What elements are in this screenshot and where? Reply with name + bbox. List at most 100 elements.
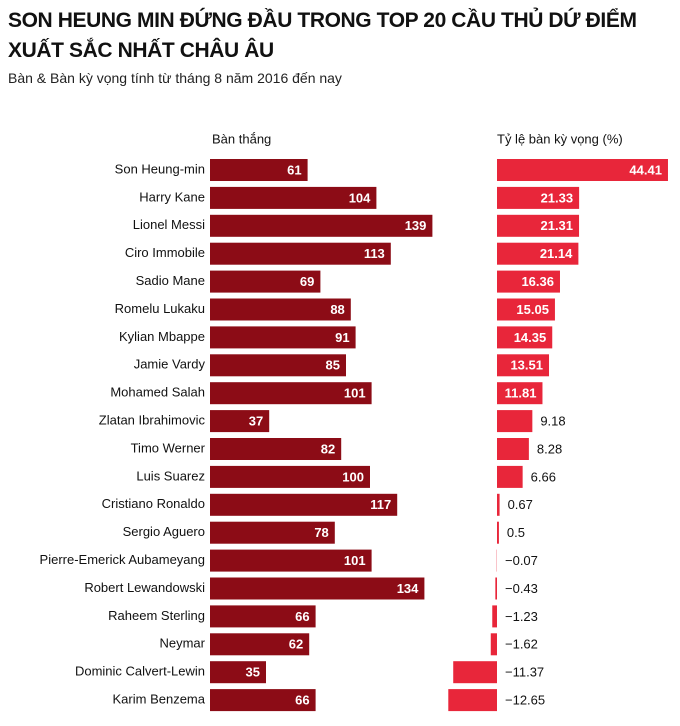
category-label: Pierre-Emerick Aubameyang xyxy=(40,552,205,567)
value-label: 66 xyxy=(295,693,309,708)
category-label: Raheem Sterling xyxy=(108,608,205,623)
bar xyxy=(210,577,425,600)
value-label: 37 xyxy=(249,414,263,429)
category-label: Luis Suarez xyxy=(136,468,205,483)
value-label: 9.18 xyxy=(540,414,565,429)
bar xyxy=(210,465,370,488)
bar xyxy=(497,270,560,293)
value-label: −0.07 xyxy=(505,553,538,568)
value-label: 15.05 xyxy=(516,302,549,317)
chart-subtitle: Bàn & Bàn kỳ vọng tính từ tháng 8 năm 20… xyxy=(8,70,342,86)
category-label: Jamie Vardy xyxy=(134,357,206,372)
category-label: Neymar xyxy=(159,636,205,651)
category-label: Dominic Calvert-Lewin xyxy=(75,664,205,679)
bar xyxy=(497,326,553,349)
bar xyxy=(210,689,316,712)
bar xyxy=(210,214,433,237)
bar xyxy=(497,159,668,181)
category-label: Sadio Mane xyxy=(136,273,205,288)
category-label: Ciro Immobile xyxy=(125,245,205,260)
value-label: 101 xyxy=(344,553,366,568)
value-label: 62 xyxy=(289,637,303,652)
value-label: 101 xyxy=(344,386,366,401)
bar xyxy=(210,633,310,656)
bar xyxy=(210,521,335,544)
bar xyxy=(210,493,398,516)
bar xyxy=(497,410,533,433)
value-label: 11.81 xyxy=(505,386,537,401)
bar xyxy=(497,354,550,377)
value-label: 8.28 xyxy=(537,441,562,456)
value-label: 16.36 xyxy=(521,274,554,289)
axis-label: Tỷ lệ bàn kỳ vọng (%) xyxy=(497,131,623,146)
bar xyxy=(210,354,346,377)
value-label: −1.62 xyxy=(505,637,538,652)
bar xyxy=(497,493,500,516)
value-label: 44.41 xyxy=(629,162,662,177)
value-label: 117 xyxy=(370,497,391,512)
category-label: Lionel Messi xyxy=(133,217,205,232)
value-label: 21.14 xyxy=(540,246,573,261)
bar xyxy=(490,633,497,656)
bar xyxy=(448,689,497,712)
bar xyxy=(210,661,266,684)
value-label: 78 xyxy=(314,525,328,540)
value-label: 61 xyxy=(287,162,301,177)
value-label: 91 xyxy=(335,330,349,345)
bar xyxy=(210,410,270,433)
bar xyxy=(210,186,377,209)
bar xyxy=(453,661,497,684)
bar xyxy=(210,242,391,265)
value-label: 21.33 xyxy=(541,190,574,205)
bar xyxy=(497,214,580,237)
value-label: 66 xyxy=(295,609,309,624)
category-label: Mohamed Salah xyxy=(110,385,205,400)
bar xyxy=(497,465,523,488)
value-label: −11.37 xyxy=(505,665,544,680)
category-label: Timo Werner xyxy=(131,440,206,455)
value-label: 139 xyxy=(405,218,427,233)
category-label: Harry Kane xyxy=(139,189,205,204)
bar xyxy=(497,521,499,544)
value-label: −1.23 xyxy=(505,609,538,624)
bar xyxy=(210,382,372,405)
value-label: 85 xyxy=(326,358,340,373)
bar xyxy=(497,298,555,321)
value-label: 100 xyxy=(342,469,364,484)
category-label: Romelu Lukaku xyxy=(115,301,205,316)
bar xyxy=(210,298,351,321)
value-label: 21.31 xyxy=(540,218,573,233)
bar xyxy=(495,577,497,600)
value-label: 82 xyxy=(321,441,335,456)
value-label: 134 xyxy=(397,581,419,596)
value-label: 13.51 xyxy=(510,358,543,373)
bar xyxy=(210,159,308,181)
bar xyxy=(492,605,497,628)
bar xyxy=(210,326,356,349)
value-label: 88 xyxy=(330,302,344,317)
axis-label: Bàn thắng xyxy=(212,131,271,146)
bar xyxy=(210,270,321,293)
category-label: Son Heung-min xyxy=(115,161,205,176)
chart-title: SON HEUNG MIN ĐỨNG ĐẦU TRONG TOP 20 CẦU … xyxy=(8,9,637,62)
category-label: Kylian Mbappe xyxy=(119,329,205,344)
bar xyxy=(210,438,342,460)
category-label: Cristiano Ronaldo xyxy=(102,496,205,511)
bar xyxy=(497,438,529,460)
category-label: Karim Benzema xyxy=(113,692,206,707)
bar xyxy=(497,242,579,265)
category-label: Zlatan Ibrahimovic xyxy=(99,413,206,428)
value-label: −12.65 xyxy=(505,693,545,708)
value-label: 6.66 xyxy=(531,469,556,484)
value-label: −0.43 xyxy=(505,581,538,596)
value-label: 14.35 xyxy=(514,330,547,345)
category-label: Robert Lewandowski xyxy=(84,580,205,595)
bar xyxy=(210,605,316,628)
category-label: Sergio Aguero xyxy=(123,524,205,539)
bar xyxy=(210,549,372,572)
bar xyxy=(497,382,543,405)
value-label: 35 xyxy=(246,665,260,680)
value-label: 113 xyxy=(364,246,385,261)
